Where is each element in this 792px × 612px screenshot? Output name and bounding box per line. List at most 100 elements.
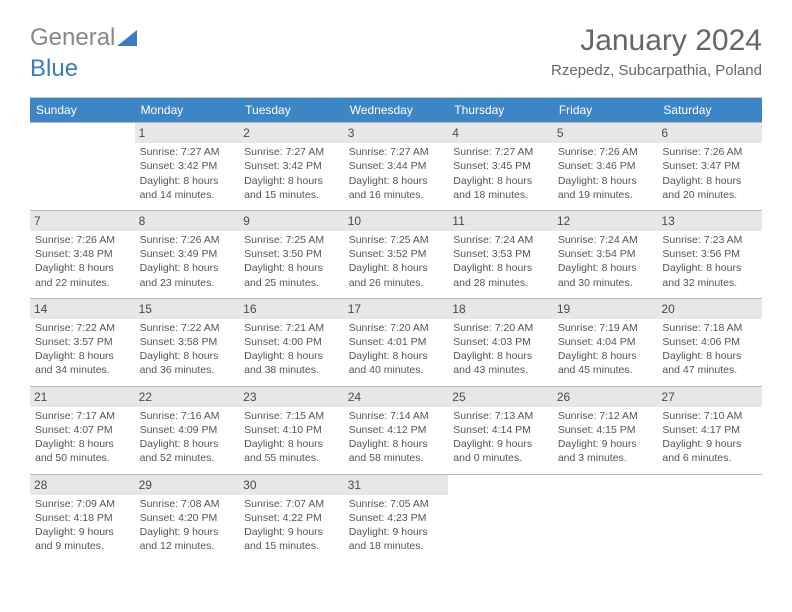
day-body: Sunrise: 7:17 AMSunset: 4:07 PMDaylight:… xyxy=(35,409,130,466)
calendar-cell: 15Sunrise: 7:22 AMSunset: 3:58 PMDayligh… xyxy=(135,298,240,386)
day-number: 31 xyxy=(344,475,449,495)
day-body: Sunrise: 7:25 AMSunset: 3:50 PMDaylight:… xyxy=(244,233,339,290)
day-number: 21 xyxy=(30,387,135,407)
day-body: Sunrise: 7:19 AMSunset: 4:04 PMDaylight:… xyxy=(558,321,653,378)
weekday-header: Friday xyxy=(553,98,658,122)
day-number: 27 xyxy=(657,387,762,407)
day-body: Sunrise: 7:13 AMSunset: 4:14 PMDaylight:… xyxy=(453,409,548,466)
day-body: Sunrise: 7:16 AMSunset: 4:09 PMDaylight:… xyxy=(140,409,235,466)
day-body: Sunrise: 7:15 AMSunset: 4:10 PMDaylight:… xyxy=(244,409,339,466)
calendar-cell: 20Sunrise: 7:18 AMSunset: 4:06 PMDayligh… xyxy=(657,298,762,386)
calendar-cell: 9Sunrise: 7:25 AMSunset: 3:50 PMDaylight… xyxy=(239,210,344,298)
calendar-cell: 13Sunrise: 7:23 AMSunset: 3:56 PMDayligh… xyxy=(657,210,762,298)
day-number: 22 xyxy=(135,387,240,407)
day-number: 7 xyxy=(30,211,135,231)
day-body: Sunrise: 7:10 AMSunset: 4:17 PMDaylight:… xyxy=(662,409,757,466)
day-body: Sunrise: 7:27 AMSunset: 3:45 PMDaylight:… xyxy=(453,145,548,202)
calendar-cell: 23Sunrise: 7:15 AMSunset: 4:10 PMDayligh… xyxy=(239,386,344,474)
title-block: January 2024 Rzepedz, Subcarpathia, Pola… xyxy=(551,24,762,79)
calendar-cell-empty xyxy=(448,474,553,562)
day-body: Sunrise: 7:26 AMSunset: 3:46 PMDaylight:… xyxy=(558,145,653,202)
calendar-cell: 24Sunrise: 7:14 AMSunset: 4:12 PMDayligh… xyxy=(344,386,449,474)
day-number: 16 xyxy=(239,299,344,319)
day-number: 1 xyxy=(135,123,240,143)
day-body: Sunrise: 7:12 AMSunset: 4:15 PMDaylight:… xyxy=(558,409,653,466)
calendar-cell: 5Sunrise: 7:26 AMSunset: 3:46 PMDaylight… xyxy=(553,122,658,210)
calendar-cell-empty xyxy=(657,474,762,562)
calendar-cell-empty xyxy=(553,474,658,562)
calendar-cell: 31Sunrise: 7:05 AMSunset: 4:23 PMDayligh… xyxy=(344,474,449,562)
day-number: 9 xyxy=(239,211,344,231)
weekday-header: Monday xyxy=(135,98,240,122)
day-number: 14 xyxy=(30,299,135,319)
day-body: Sunrise: 7:27 AMSunset: 3:44 PMDaylight:… xyxy=(349,145,444,202)
day-body: Sunrise: 7:14 AMSunset: 4:12 PMDaylight:… xyxy=(349,409,444,466)
day-number: 3 xyxy=(344,123,449,143)
brand-triangle-icon xyxy=(117,30,137,46)
day-number: 18 xyxy=(448,299,553,319)
day-number: 4 xyxy=(448,123,553,143)
weekday-header: Saturday xyxy=(657,98,762,122)
calendar-cell: 25Sunrise: 7:13 AMSunset: 4:14 PMDayligh… xyxy=(448,386,553,474)
calendar-cell: 21Sunrise: 7:17 AMSunset: 4:07 PMDayligh… xyxy=(30,386,135,474)
weekday-header: Sunday xyxy=(30,98,135,122)
calendar-cell: 6Sunrise: 7:26 AMSunset: 3:47 PMDaylight… xyxy=(657,122,762,210)
day-body: Sunrise: 7:26 AMSunset: 3:49 PMDaylight:… xyxy=(140,233,235,290)
day-body: Sunrise: 7:05 AMSunset: 4:23 PMDaylight:… xyxy=(349,497,444,554)
calendar-cell: 2Sunrise: 7:27 AMSunset: 3:42 PMDaylight… xyxy=(239,122,344,210)
calendar-cell: 3Sunrise: 7:27 AMSunset: 3:44 PMDaylight… xyxy=(344,122,449,210)
day-body: Sunrise: 7:25 AMSunset: 3:52 PMDaylight:… xyxy=(349,233,444,290)
day-number: 20 xyxy=(657,299,762,319)
calendar-cell: 14Sunrise: 7:22 AMSunset: 3:57 PMDayligh… xyxy=(30,298,135,386)
day-body: Sunrise: 7:22 AMSunset: 3:58 PMDaylight:… xyxy=(140,321,235,378)
calendar-cell: 8Sunrise: 7:26 AMSunset: 3:49 PMDaylight… xyxy=(135,210,240,298)
day-number: 19 xyxy=(553,299,658,319)
calendar-cell: 17Sunrise: 7:20 AMSunset: 4:01 PMDayligh… xyxy=(344,298,449,386)
calendar-cell: 30Sunrise: 7:07 AMSunset: 4:22 PMDayligh… xyxy=(239,474,344,562)
day-number: 12 xyxy=(553,211,658,231)
day-body: Sunrise: 7:27 AMSunset: 3:42 PMDaylight:… xyxy=(140,145,235,202)
day-body: Sunrise: 7:26 AMSunset: 3:47 PMDaylight:… xyxy=(662,145,757,202)
calendar-cell: 28Sunrise: 7:09 AMSunset: 4:18 PMDayligh… xyxy=(30,474,135,562)
calendar-cell: 26Sunrise: 7:12 AMSunset: 4:15 PMDayligh… xyxy=(553,386,658,474)
day-number: 13 xyxy=(657,211,762,231)
calendar-cell: 12Sunrise: 7:24 AMSunset: 3:54 PMDayligh… xyxy=(553,210,658,298)
day-body: Sunrise: 7:20 AMSunset: 4:03 PMDaylight:… xyxy=(453,321,548,378)
day-number: 15 xyxy=(135,299,240,319)
brand-part1: General xyxy=(30,24,115,52)
day-body: Sunrise: 7:09 AMSunset: 4:18 PMDaylight:… xyxy=(35,497,130,554)
day-number: 25 xyxy=(448,387,553,407)
day-body: Sunrise: 7:27 AMSunset: 3:42 PMDaylight:… xyxy=(244,145,339,202)
month-title: January 2024 xyxy=(551,24,762,58)
brand-logo: General xyxy=(30,24,137,52)
calendar-cell: 10Sunrise: 7:25 AMSunset: 3:52 PMDayligh… xyxy=(344,210,449,298)
calendar-cell-empty: . xyxy=(30,122,135,210)
day-number: 17 xyxy=(344,299,449,319)
calendar-cell: 27Sunrise: 7:10 AMSunset: 4:17 PMDayligh… xyxy=(657,386,762,474)
day-body: Sunrise: 7:20 AMSunset: 4:01 PMDaylight:… xyxy=(349,321,444,378)
day-number: 29 xyxy=(135,475,240,495)
weekday-header: Thursday xyxy=(448,98,553,122)
weekday-header: Wednesday xyxy=(344,98,449,122)
day-body: Sunrise: 7:23 AMSunset: 3:56 PMDaylight:… xyxy=(662,233,757,290)
day-body: Sunrise: 7:18 AMSunset: 4:06 PMDaylight:… xyxy=(662,321,757,378)
day-body: Sunrise: 7:07 AMSunset: 4:22 PMDaylight:… xyxy=(244,497,339,554)
day-number: 26 xyxy=(553,387,658,407)
location-text: Rzepedz, Subcarpathia, Poland xyxy=(551,62,762,79)
day-body: Sunrise: 7:08 AMSunset: 4:20 PMDaylight:… xyxy=(140,497,235,554)
day-number: 6 xyxy=(657,123,762,143)
day-number: 8 xyxy=(135,211,240,231)
brand-part2: Blue xyxy=(30,55,78,82)
day-body: Sunrise: 7:24 AMSunset: 3:53 PMDaylight:… xyxy=(453,233,548,290)
calendar-cell: 1Sunrise: 7:27 AMSunset: 3:42 PMDaylight… xyxy=(135,122,240,210)
day-number: 24 xyxy=(344,387,449,407)
day-number: 30 xyxy=(239,475,344,495)
day-number: 11 xyxy=(448,211,553,231)
day-body: Sunrise: 7:22 AMSunset: 3:57 PMDaylight:… xyxy=(35,321,130,378)
calendar-cell: 18Sunrise: 7:20 AMSunset: 4:03 PMDayligh… xyxy=(448,298,553,386)
calendar-cell: 11Sunrise: 7:24 AMSunset: 3:53 PMDayligh… xyxy=(448,210,553,298)
calendar-cell: 16Sunrise: 7:21 AMSunset: 4:00 PMDayligh… xyxy=(239,298,344,386)
day-number: 28 xyxy=(30,475,135,495)
day-number: 5 xyxy=(553,123,658,143)
calendar-cell: 19Sunrise: 7:19 AMSunset: 4:04 PMDayligh… xyxy=(553,298,658,386)
